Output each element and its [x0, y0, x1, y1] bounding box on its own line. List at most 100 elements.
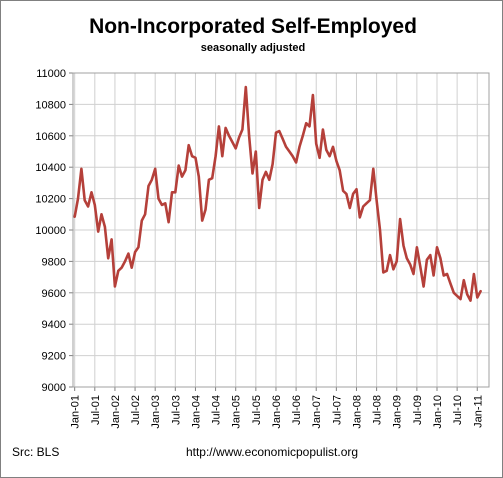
data-point: [245, 86, 247, 88]
data-point: [97, 230, 99, 232]
x-tick-label: Jul-04: [211, 395, 223, 425]
data-point: [120, 266, 122, 268]
data-point: [208, 179, 210, 181]
source-note: Src: BLS: [12, 445, 59, 459]
data-point: [379, 229, 381, 231]
data-point: [292, 155, 294, 157]
data-point: [328, 155, 330, 157]
data-point: [288, 150, 290, 152]
y-tick-label: 9800: [42, 256, 66, 268]
data-point: [194, 157, 196, 159]
x-tick-label: Jan-03: [150, 395, 162, 429]
x-tick-label: Jul-08: [372, 395, 384, 425]
x-tick-label: Jul-06: [291, 395, 303, 425]
data-point: [372, 168, 374, 170]
data-point: [77, 197, 79, 199]
data-point: [198, 175, 200, 177]
x-tick-label: Jan-08: [351, 395, 363, 429]
data-point: [261, 179, 263, 181]
data-point: [396, 260, 398, 262]
data-point: [318, 157, 320, 159]
data-point: [191, 155, 193, 157]
data-point: [349, 207, 351, 209]
data-point: [385, 270, 387, 272]
x-tick-label: Jul-09: [412, 395, 424, 425]
x-tick-label: Jul-02: [130, 395, 142, 425]
x-tick-label: Jan-10: [432, 395, 444, 429]
data-point: [278, 130, 280, 132]
chart-subtitle: seasonally adjusted: [201, 42, 306, 54]
data-point: [94, 204, 96, 206]
data-point: [419, 265, 421, 267]
data-point: [117, 270, 119, 272]
data-point: [235, 147, 237, 149]
x-tick-label: Jul-10: [452, 395, 464, 425]
data-point: [463, 279, 465, 281]
y-tick-label: 9200: [42, 351, 66, 363]
data-point: [107, 257, 109, 259]
data-point: [359, 216, 361, 218]
data-point: [144, 213, 146, 215]
data-point: [265, 171, 267, 173]
data-point: [184, 169, 186, 171]
data-point: [161, 204, 163, 206]
x-tick-label: Jan-06: [271, 395, 283, 429]
data-point: [157, 197, 159, 199]
data-point: [439, 257, 441, 259]
data-point: [271, 163, 273, 165]
data-point: [416, 246, 418, 248]
y-tick-label: 9400: [42, 319, 66, 331]
data-point: [141, 219, 143, 221]
y-tick-label: 9000: [42, 382, 66, 394]
data-point: [335, 160, 337, 162]
data-point: [258, 207, 260, 209]
x-tick-label: Jan-02: [110, 395, 122, 429]
data-point: [73, 215, 75, 217]
data-point: [214, 155, 216, 157]
data-point: [422, 285, 424, 287]
data-point: [177, 164, 179, 166]
data-point: [137, 246, 139, 248]
data-point: [80, 168, 82, 170]
data-point: [365, 202, 367, 204]
y-tick-label: 9600: [42, 288, 66, 300]
data-point: [426, 259, 428, 261]
data-point: [469, 299, 471, 301]
data-point: [412, 273, 414, 275]
data-point: [298, 146, 300, 148]
data-point: [392, 268, 394, 270]
data-point: [281, 138, 283, 140]
data-point: [241, 128, 243, 130]
footer-url: http://www.economicpopulist.org: [186, 445, 358, 459]
data-point: [167, 221, 169, 223]
data-point: [218, 125, 220, 127]
data-point: [479, 290, 481, 292]
data-point: [154, 168, 156, 170]
data-point: [332, 146, 334, 148]
x-tick-label: Jan-09: [392, 395, 404, 429]
chart-title: Non-Incorporated Self-Employed: [89, 15, 417, 38]
data-point: [275, 131, 277, 133]
x-tick-label: Jul-03: [170, 395, 182, 425]
data-point: [268, 179, 270, 181]
data-point: [432, 274, 434, 276]
data-point: [375, 199, 377, 201]
data-point: [84, 199, 86, 201]
data-point: [104, 226, 106, 228]
data-point: [147, 185, 149, 187]
data-point: [255, 150, 257, 152]
data-point: [345, 193, 347, 195]
x-tick-label: Jan-07: [311, 395, 323, 429]
data-point: [429, 254, 431, 256]
data-point: [302, 135, 304, 137]
data-point: [87, 205, 89, 207]
y-tick-label: 10400: [35, 162, 66, 174]
x-tick-label: Jul-07: [331, 395, 343, 425]
data-point: [315, 142, 317, 144]
data-point: [305, 122, 307, 124]
data-point: [228, 135, 230, 137]
data-point: [100, 213, 102, 215]
data-point: [362, 205, 364, 207]
data-point: [355, 188, 357, 190]
data-point: [110, 238, 112, 240]
